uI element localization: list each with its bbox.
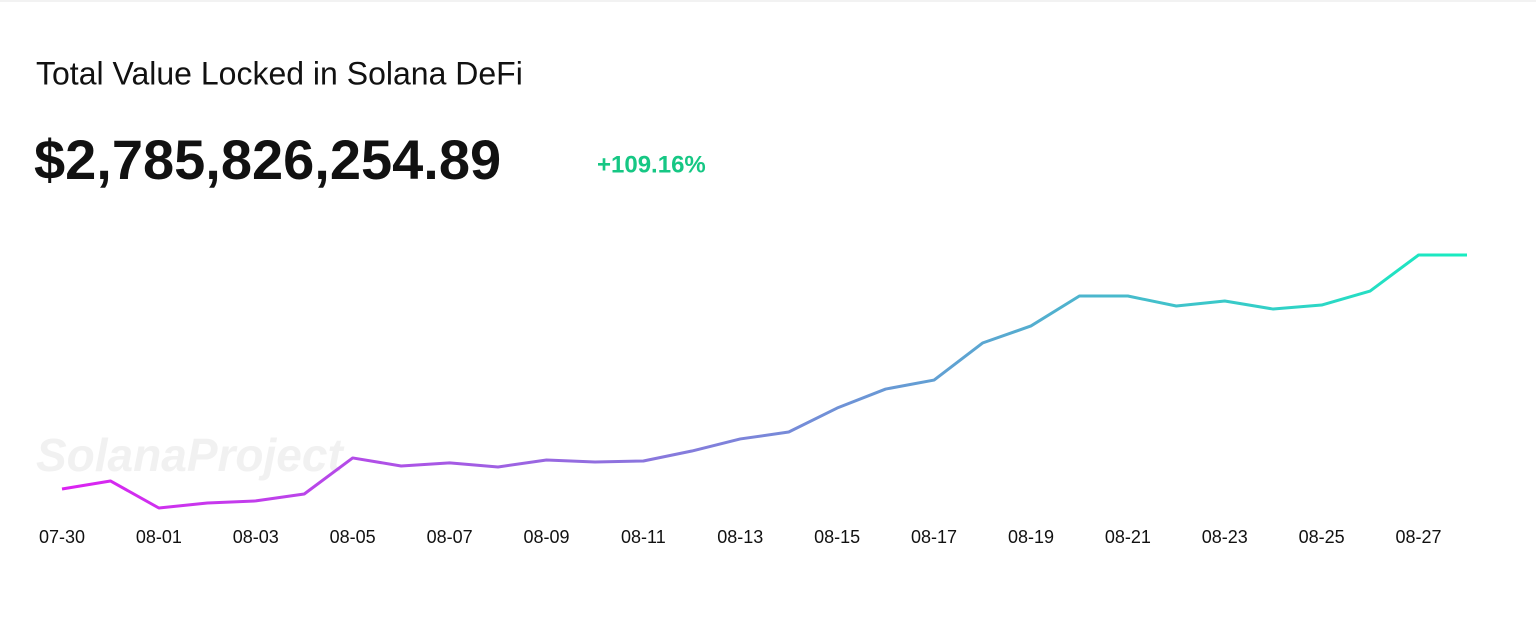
x-tick-label: 08-27 (1396, 527, 1442, 547)
x-tick-label: 08-09 (523, 527, 569, 547)
x-tick-label: 08-03 (233, 527, 279, 547)
x-tick-label: 08-15 (814, 527, 860, 547)
watermark: SolanaProject (36, 429, 344, 481)
x-tick-label: 08-21 (1105, 527, 1151, 547)
x-tick-label: 08-07 (427, 527, 473, 547)
x-tick-label: 08-23 (1202, 527, 1248, 547)
change-label: +109.16% (597, 151, 706, 178)
x-axis: 07-30 08-01 08-03 08-05 08-07 08-09 08-11 08-13… (39, 527, 1442, 547)
chart-title: Total Value Locked in Solana DeFi (36, 55, 523, 91)
x-tick-label: 08-13 (717, 527, 763, 547)
x-tick-label: 08-19 (1008, 527, 1054, 547)
x-tick-label: 07-30 (39, 527, 85, 547)
x-tick-label: 08-01 (136, 527, 182, 547)
x-tick-label: 08-05 (330, 527, 376, 547)
x-tick-label: 08-11 (621, 527, 666, 547)
x-tick-label: 08-25 (1299, 527, 1345, 547)
tvl-line (61, 253, 1467, 510)
headline-value: $2,785,826,254.89 (34, 128, 501, 191)
x-tick-label: 08-17 (911, 527, 957, 547)
